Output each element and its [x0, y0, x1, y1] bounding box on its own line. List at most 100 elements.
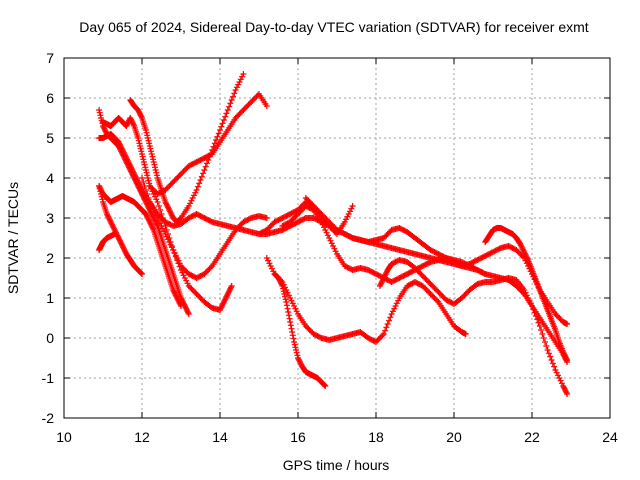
data-point	[184, 280, 191, 287]
data-point	[172, 253, 179, 260]
data-point	[321, 382, 328, 389]
data-point	[561, 351, 568, 358]
data-point	[562, 354, 569, 361]
data-point	[110, 224, 117, 231]
data-point	[149, 153, 156, 160]
data-point	[163, 200, 170, 207]
data-point	[162, 199, 169, 205]
y-tick-label: 4	[46, 170, 54, 186]
data-point	[144, 132, 151, 139]
data-point	[145, 137, 152, 144]
data-point	[538, 327, 545, 333]
data-point	[109, 223, 116, 229]
data-point	[185, 311, 192, 317]
data-point	[285, 309, 292, 315]
data-point	[135, 108, 142, 115]
data-point	[382, 272, 389, 279]
data-point	[529, 303, 535, 309]
y-tick-label: -2	[42, 410, 55, 426]
data-point	[386, 317, 392, 324]
data-point	[297, 360, 304, 367]
data-point	[136, 181, 143, 188]
data-point	[183, 305, 190, 312]
data-point	[150, 156, 157, 163]
data-point	[109, 221, 116, 228]
data-point	[217, 305, 224, 312]
data-point	[323, 229, 330, 236]
data-point	[140, 179, 147, 185]
data-point	[318, 219, 325, 225]
data-point	[176, 263, 183, 270]
data-point	[239, 73, 246, 80]
data-point	[133, 176, 140, 183]
data-point	[168, 212, 175, 219]
data-point	[289, 332, 296, 339]
data-point	[118, 240, 125, 247]
data-point	[149, 188, 156, 195]
data-point	[289, 329, 296, 335]
data-point	[158, 211, 165, 217]
data-point	[292, 305, 299, 312]
data-point	[292, 344, 299, 351]
data-point	[112, 228, 119, 235]
data-point	[558, 380, 565, 387]
data-point	[563, 389, 570, 396]
data-point	[562, 387, 569, 393]
data-point	[518, 252, 525, 259]
data-point	[381, 273, 388, 280]
data-point	[193, 187, 200, 193]
data-point	[96, 184, 103, 191]
data-point	[153, 196, 160, 203]
data-point	[133, 175, 140, 181]
data-point	[326, 235, 333, 241]
data-point	[137, 145, 144, 152]
data-point	[176, 216, 183, 223]
data-point	[140, 156, 147, 163]
data-point	[327, 237, 334, 244]
data-point	[319, 221, 326, 228]
data-point	[287, 319, 294, 325]
data-point	[144, 191, 151, 197]
data-point	[225, 289, 232, 296]
data-point	[547, 353, 554, 360]
data-point	[157, 207, 164, 213]
x-axis-label: GPS time / hours	[283, 457, 390, 473]
data-point	[560, 350, 567, 357]
data-point	[98, 187, 105, 193]
data-point	[389, 308, 396, 315]
data-point	[129, 168, 136, 175]
data-point	[343, 216, 350, 223]
data-point	[102, 128, 109, 135]
data-point	[143, 169, 150, 176]
data-point	[553, 369, 560, 376]
data-point	[136, 109, 143, 116]
data-point	[107, 217, 114, 224]
x-tick-label: 16	[290, 429, 306, 445]
data-point	[211, 140, 218, 147]
data-point	[122, 153, 129, 160]
data-point	[378, 279, 385, 285]
data-point	[149, 224, 156, 231]
data-point	[108, 220, 115, 227]
data-point	[224, 292, 231, 299]
data-point	[152, 164, 158, 171]
data-point	[130, 121, 137, 128]
data-point	[266, 260, 273, 267]
data-point	[134, 177, 141, 184]
data-point	[291, 303, 298, 309]
data-point	[153, 169, 160, 176]
data-point	[146, 217, 153, 224]
data-point	[205, 157, 212, 163]
data-point	[525, 295, 532, 301]
data-point	[127, 116, 134, 123]
data-point	[380, 331, 387, 337]
data-point	[148, 223, 155, 229]
data-point	[166, 235, 173, 241]
data-point	[462, 331, 469, 337]
data-point	[560, 383, 567, 389]
data-point	[214, 133, 221, 140]
data-point	[278, 281, 285, 288]
data-point	[126, 160, 132, 167]
data-point	[129, 167, 136, 173]
